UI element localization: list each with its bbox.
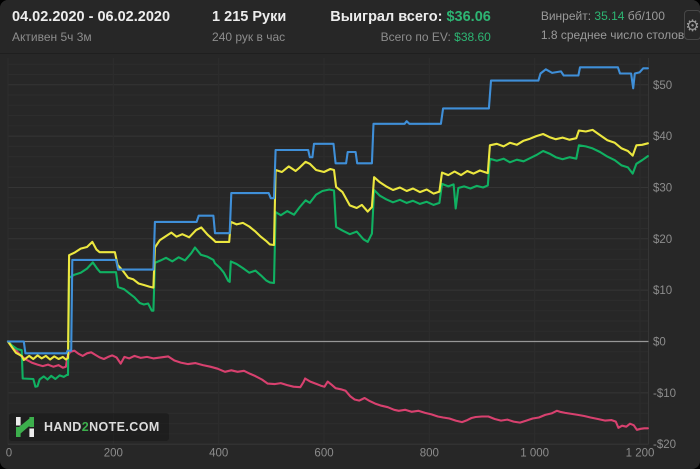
won-total-label: Выиграл всего: (330, 9, 443, 25)
settings-button[interactable]: ⚙ (684, 10, 700, 40)
hands-per-hour: 240 рук в час (212, 29, 286, 44)
winrate-block: Винрейт: 35.14 бб/100 1.8 среднее число … (541, 10, 684, 41)
y-axis-label: -$20 (653, 439, 676, 451)
series-yellow-line (6, 128, 649, 362)
y-axis-label: $40 (653, 131, 672, 143)
active-time: Активен 5ч 3м (12, 29, 92, 44)
gear-icon: ⚙ (685, 15, 700, 35)
won-total-value: $36.06 (446, 9, 491, 25)
winrate-line: Винрейт: 35.14 бб/100 (541, 10, 684, 22)
y-axis-label: $0 (653, 337, 666, 349)
ev-total-label: Всего по EV: (380, 29, 451, 44)
series-green-line (6, 144, 649, 388)
logo-text-hand: HAND (44, 420, 82, 434)
ev-total-value: $38.60 (454, 29, 491, 44)
x-axis-label: 1 200 (626, 448, 655, 460)
avg-tables: 1.8 среднее число столов (540, 28, 685, 42)
x-axis-label: 600 (314, 448, 333, 460)
date-range-block: 04.02.2020 - 06.02.2020 Активен 5ч 3м (12, 10, 170, 43)
series-blue-line (6, 66, 649, 355)
y-axis-label: $50 (653, 80, 672, 92)
hand2note-watermark: HAND2NOTE.COM (9, 413, 169, 441)
winrate-unit: бб/100 (627, 9, 665, 23)
date-range: 04.02.2020 - 06.02.2020 (12, 9, 171, 25)
series-red-line (6, 340, 649, 431)
x-axis-label: 800 (420, 448, 439, 460)
header-stats-bar: 04.02.2020 - 06.02.2020 Активен 5ч 3м 1 … (0, 0, 700, 54)
winnings-block: Выиграл всего: $36.06 Всего по EV: $38.6… (330, 10, 491, 43)
x-axis-label: 200 (104, 448, 123, 460)
y-axis-label: $30 (653, 182, 672, 194)
y-axis-label: $20 (653, 234, 672, 246)
x-axis-label: 1 000 (520, 448, 549, 460)
hands-count: 1 215 Руки (212, 9, 287, 25)
y-axis-label: $10 (653, 285, 672, 297)
hand2note-logo-icon (16, 417, 34, 437)
ev-total-line: Всего по EV: $38.60 (381, 31, 491, 43)
won-total-line: Выиграл всего: $36.06 (330, 10, 491, 25)
winrate-label: Винрейт: (540, 9, 592, 23)
y-axis-label: -$10 (653, 388, 676, 400)
logo-text-2: 2 (81, 420, 90, 434)
logo-text: HAND2NOTE.COM (44, 420, 160, 434)
logo-text-note: NOTE.COM (89, 420, 160, 434)
hands-block: 1 215 Руки 240 рук в час (212, 10, 286, 43)
x-axis-label: 400 (209, 448, 228, 460)
winrate-value: 35.14 (594, 9, 625, 23)
x-axis-label: 0 (6, 448, 12, 460)
